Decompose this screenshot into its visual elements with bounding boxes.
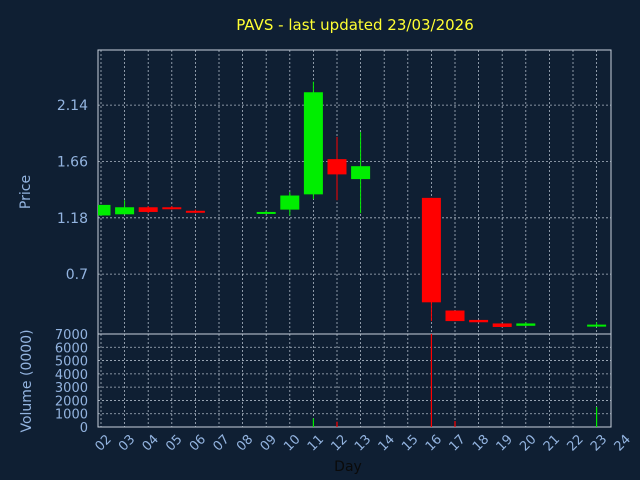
- price-panel-frame: [97, 49, 612, 335]
- price-tick-labels: 2.14 1.66 1.18 0.7: [57, 98, 88, 283]
- price-tick-label: 0.7: [66, 267, 88, 283]
- candle-body: [138, 207, 158, 212]
- day-tick-label: 09: [258, 432, 280, 454]
- candle-body: [492, 323, 512, 327]
- candle-body: [516, 323, 536, 326]
- price-axis-label: Price: [18, 175, 34, 209]
- volume-tick-label: 4000: [55, 368, 88, 383]
- day-tick-label: 16: [423, 432, 445, 454]
- volume-tick-label: 3000: [55, 381, 88, 396]
- day-tick-label: 18: [470, 432, 492, 454]
- volume-tick-label: 1000: [55, 408, 88, 423]
- day-tick-label: 21: [541, 432, 563, 454]
- day-tick-label: 10: [281, 432, 303, 454]
- day-tick-label: 02: [92, 432, 114, 454]
- day-tick-label: 23: [588, 432, 610, 454]
- price-tick-label: 1.18: [57, 211, 88, 227]
- candle-body: [421, 197, 441, 303]
- chart-title: PAVS - last updated 23/03/2026: [236, 16, 474, 34]
- volume-axis-label: Volume (0000): [19, 329, 35, 432]
- day-tick-label: 11: [305, 432, 327, 454]
- day-tick-label: 24: [612, 432, 634, 454]
- candle-body: [469, 319, 489, 323]
- day-tick-label: 22: [564, 432, 586, 454]
- price-tick-label: 1.66: [57, 154, 88, 170]
- day-tick-label: 14: [376, 432, 398, 454]
- candle-body: [280, 195, 300, 210]
- candle-body: [351, 166, 371, 180]
- price-tick-label: 2.14: [57, 98, 88, 114]
- candle-body: [185, 210, 205, 213]
- day-tick-label: 08: [234, 432, 256, 454]
- volume-tick-label: 7000: [55, 328, 88, 343]
- day-tick-label: 06: [187, 432, 209, 454]
- day-tick-label: 05: [163, 432, 185, 454]
- day-tick-label: 04: [140, 432, 162, 454]
- candle-body: [162, 207, 182, 210]
- day-tick-label: 19: [494, 432, 516, 454]
- candle-body: [115, 207, 135, 215]
- candle-body: [445, 310, 465, 322]
- day-tick-label: 17: [446, 432, 468, 454]
- day-tick-label: 15: [399, 432, 421, 454]
- volume-tick-label: 2000: [55, 394, 88, 409]
- volume-gridlines: [98, 334, 611, 427]
- candle-body: [587, 324, 607, 327]
- candles-group: [98, 81, 607, 327]
- day-axis-label: Day: [334, 459, 362, 475]
- volume-bars-group: [312, 334, 598, 427]
- volume-tick-label: 0: [80, 421, 88, 436]
- candle-body: [327, 159, 347, 175]
- volume-tick-label: 6000: [55, 341, 88, 356]
- price-gridlines: [98, 50, 611, 334]
- day-tick-label: 13: [352, 432, 374, 454]
- day-tick-label: 03: [116, 432, 138, 454]
- day-tick-labels: 02 03 04 05 06 07 08 09 10 11 12 13 14 15 16 17 18 19 20 21…: [92, 432, 634, 454]
- candle-body: [256, 211, 276, 214]
- day-tick-label: 20: [517, 432, 539, 454]
- volume-panel-frame: [97, 333, 612, 428]
- day-tick-label: 12: [328, 432, 350, 454]
- volume-tick-label: 5000: [55, 355, 88, 370]
- candle-body: [303, 92, 323, 195]
- candle-body: [98, 204, 111, 216]
- day-tick-label: 07: [210, 432, 232, 454]
